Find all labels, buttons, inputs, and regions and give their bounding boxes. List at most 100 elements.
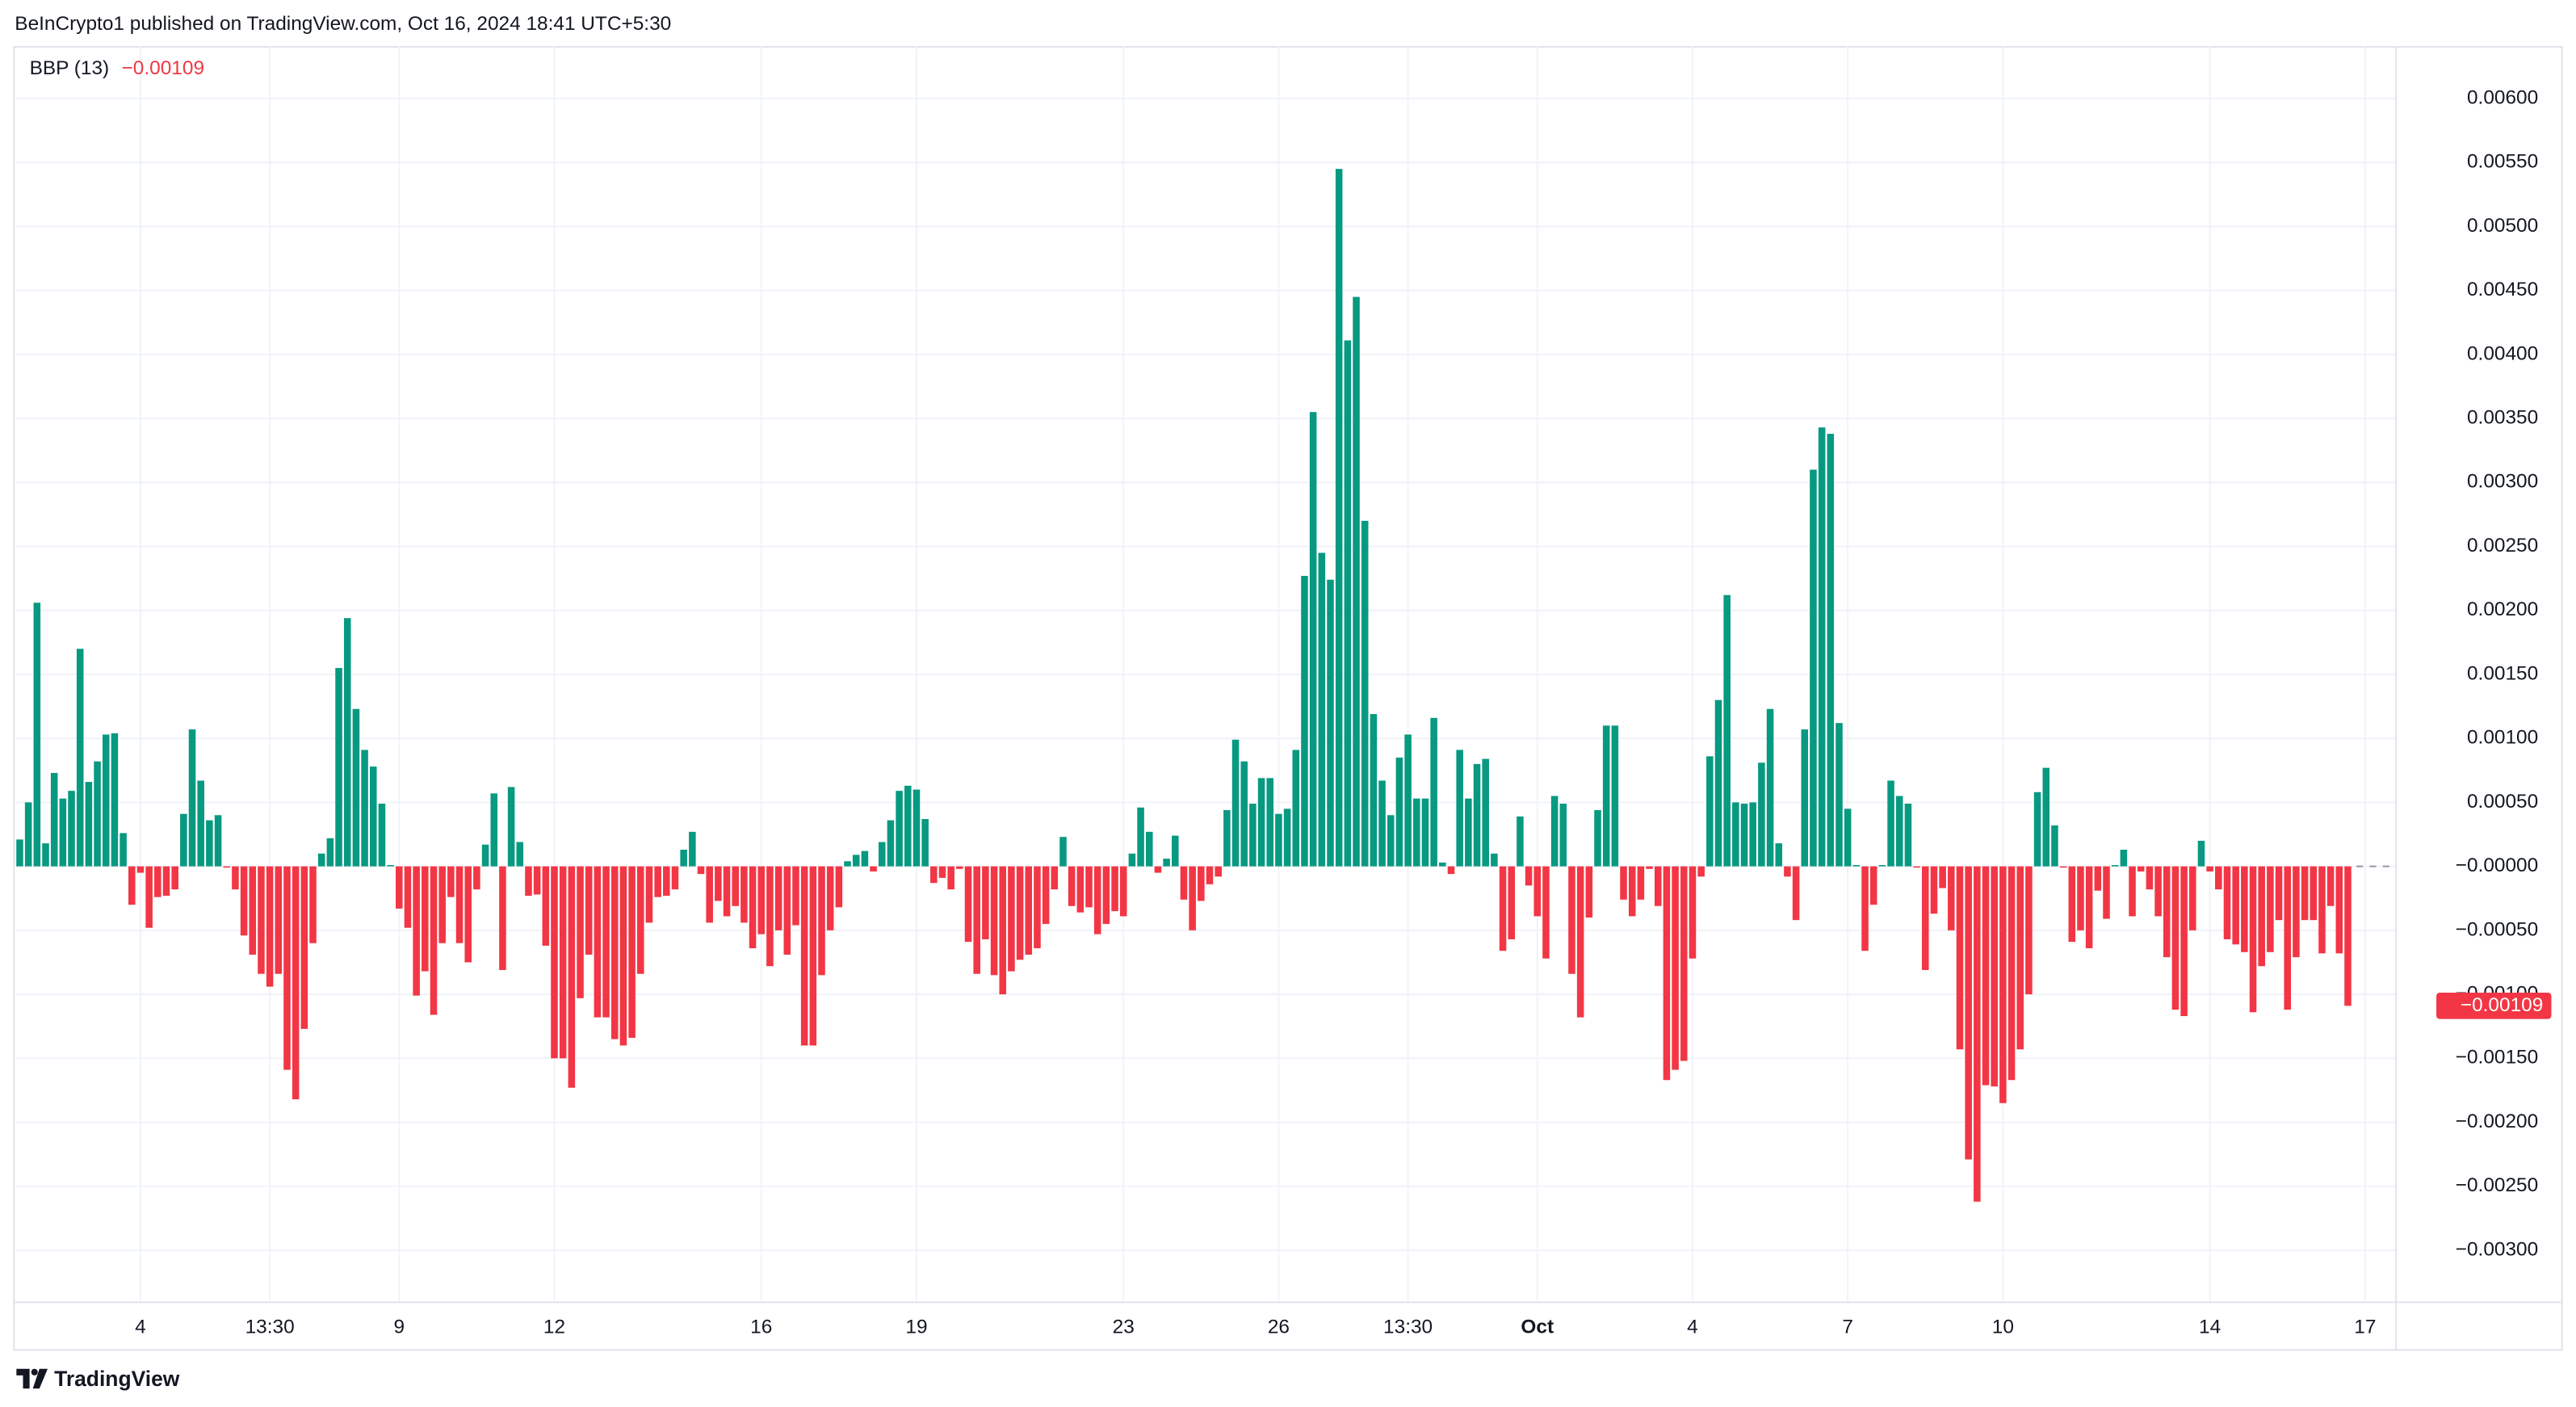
- bar: [551, 866, 558, 1059]
- bar: [1921, 866, 1929, 970]
- bar: [2008, 866, 2016, 1081]
- bar: [300, 866, 308, 1029]
- bar: [1706, 756, 1714, 867]
- bar: [396, 866, 403, 909]
- bar: [1421, 798, 1429, 867]
- bar: [1499, 866, 1507, 951]
- bar: [1714, 699, 1722, 867]
- bar: [1844, 808, 1852, 867]
- bar: [507, 787, 515, 867]
- bar: [162, 866, 170, 897]
- bar: [2154, 866, 2162, 917]
- bar: [1982, 866, 1990, 1086]
- bar: [1646, 866, 1653, 869]
- bar: [1620, 866, 1627, 900]
- bar: [1335, 169, 1343, 867]
- bar: [1887, 780, 1894, 867]
- bar: [2189, 866, 2196, 930]
- bar: [585, 866, 593, 955]
- bar: [800, 866, 808, 1046]
- bar: [636, 866, 644, 974]
- bar: [1637, 866, 1645, 900]
- bar: [111, 733, 119, 867]
- bar: [568, 866, 576, 1088]
- bar: [1602, 725, 1610, 867]
- bar: [1387, 815, 1395, 867]
- bar: [145, 866, 153, 928]
- bar: [1508, 866, 1516, 939]
- bar: [1611, 725, 1619, 867]
- bar: [2232, 866, 2239, 945]
- bar: [904, 785, 912, 867]
- bar: [2129, 866, 2136, 917]
- bar: [1974, 866, 1981, 1202]
- bar: [715, 866, 722, 901]
- bar: [1301, 575, 1308, 867]
- bar: [2258, 866, 2265, 967]
- bar: [1370, 714, 1378, 867]
- x-tick-label: Oct: [1521, 1316, 1554, 1338]
- bar: [266, 866, 274, 987]
- bar: [1956, 866, 1964, 1050]
- bar: [1240, 761, 1248, 867]
- bar: [214, 815, 222, 867]
- bar: [1318, 552, 1326, 867]
- bar: [1585, 866, 1593, 918]
- labels: 0.00600 0.00550 0.00500 0.00450 0.00400 0.003…: [135, 86, 2552, 1338]
- bar: [2103, 866, 2110, 919]
- bar: [861, 850, 869, 867]
- bar: [2197, 840, 2205, 867]
- bar: [2137, 866, 2145, 872]
- bar: [1439, 862, 1446, 867]
- bar: [369, 766, 377, 867]
- bar: [1198, 866, 1205, 901]
- chart-frame: [13, 46, 2563, 1351]
- bar: [2310, 866, 2318, 921]
- bar: [1999, 866, 2007, 1103]
- y-tick-label: 0.00600: [2467, 86, 2538, 108]
- bar: [2025, 866, 2033, 995]
- bar: [292, 866, 300, 1099]
- bar: [2094, 866, 2102, 891]
- bar: [2335, 866, 2343, 954]
- bar: [1249, 803, 1257, 867]
- x-tick-label: 12: [543, 1316, 565, 1338]
- bar: [2326, 866, 2335, 906]
- x-tick-label: 13:30: [1383, 1316, 1433, 1338]
- bar: [240, 866, 248, 936]
- bar: [490, 793, 498, 867]
- bar: [1550, 796, 1559, 867]
- publish-header: BeInCrypto1 published on TradingView.com…: [15, 13, 671, 35]
- bar: [1991, 866, 1998, 1087]
- bar: [1732, 802, 1739, 867]
- bar: [2206, 866, 2213, 872]
- bar: [275, 866, 283, 974]
- bar: [1016, 866, 1024, 960]
- bar: [1525, 866, 1533, 886]
- bar: [964, 866, 972, 943]
- bar: [1559, 803, 1567, 867]
- bar: [2171, 866, 2180, 1010]
- bar: [818, 866, 825, 976]
- bar: [438, 866, 446, 943]
- bar: [1568, 866, 1575, 974]
- bar: [2051, 825, 2058, 867]
- bar: [680, 850, 687, 867]
- y-tick-label: 0.00300: [2467, 471, 2538, 493]
- x-tick-label: 16: [750, 1316, 772, 1338]
- bar: [430, 866, 438, 1015]
- bar: [654, 866, 661, 897]
- bar: [1309, 412, 1317, 867]
- bar: [2111, 865, 2119, 867]
- bar: [602, 866, 610, 1018]
- bar: [999, 866, 1007, 995]
- brand-logo: [16, 1368, 48, 1389]
- bar: [870, 866, 877, 872]
- bar: [76, 649, 84, 867]
- bar: [1852, 865, 1861, 867]
- bar: [1059, 837, 1067, 867]
- bar: [732, 866, 739, 906]
- bar: [938, 866, 946, 878]
